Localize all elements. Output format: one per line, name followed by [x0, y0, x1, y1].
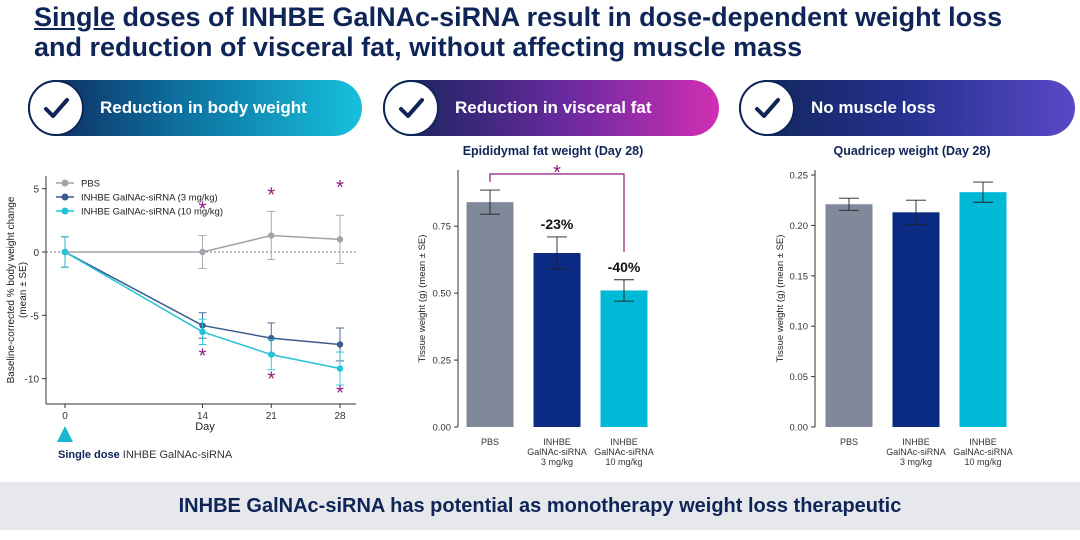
x-category-label: 3 mg/kg: [541, 457, 573, 467]
bar: [466, 202, 514, 427]
legend-entry: INHBE GalNAc-siRNA (3 mg/kg): [81, 193, 218, 204]
y-tick-label: 0.00: [790, 423, 809, 434]
slide-title: Single doses of INHBE GalNAc-siRNA resul…: [34, 2, 1074, 62]
y-tick-label: 0: [33, 248, 39, 259]
legend-entry: INHBE GalNAc-siRNA (10 mg/kg): [81, 207, 223, 218]
data-point: [268, 351, 275, 358]
bar: [825, 204, 873, 427]
significance-bracket: [489, 173, 625, 252]
check-circle-icon: [739, 80, 795, 136]
y-tick-label: 5: [33, 185, 39, 196]
significance-star: *: [336, 177, 344, 199]
legend-entry: PBS: [81, 179, 100, 190]
banner-visceral-fat: Reduction in visceral fat: [383, 80, 719, 136]
x-category-label: GalNAc-siRNA: [594, 447, 654, 457]
x-category-label: INHBE: [543, 437, 571, 447]
series-line: [64, 251, 341, 370]
x-category-label: GalNAc-siRNA: [527, 447, 587, 457]
title-line2: and reduction of visceral fat, without a…: [34, 32, 803, 62]
bar: [600, 290, 648, 427]
epididymal-fat-bar-chart: Epididymal fat weight (Day 28) Tissue wei…: [417, 144, 654, 467]
title-underlined-word: Single: [34, 2, 116, 32]
y-tick-label: 0.50: [433, 289, 452, 300]
significance-star: *: [199, 199, 207, 221]
legend-marker: [61, 207, 69, 215]
check-circle-icon: [383, 80, 439, 136]
banner-muscle: No muscle loss: [739, 80, 1075, 136]
chart-title: Epididymal fat weight (Day 28): [463, 144, 644, 158]
banner-body-weight: Reduction in body weight: [28, 80, 362, 136]
significance-star: *: [336, 382, 344, 404]
dose-triangle-icon: [57, 426, 73, 442]
banner-label: Reduction in visceral fat: [455, 98, 652, 117]
y-axis-label: Baseline-corrected % body weight change: [6, 196, 17, 383]
y-tick-label: 0.15: [790, 271, 809, 282]
x-category-label: PBS: [840, 437, 858, 447]
check-circle-icon: [28, 80, 84, 136]
x-category-label: 10 mg/kg: [964, 457, 1001, 467]
single-dose-bold: Single dose: [58, 449, 120, 461]
significance-star: *: [267, 368, 275, 390]
x-category-label: PBS: [481, 437, 499, 447]
data-point: [268, 232, 275, 239]
x-category-label: GalNAc-siRNA: [953, 447, 1013, 457]
y-tick-label: 0.20: [790, 221, 809, 232]
series-line: [65, 234, 341, 253]
significance-star: *: [267, 185, 275, 207]
percent-change-label: -23%: [541, 216, 574, 232]
y-tick-label: -5: [30, 311, 39, 322]
banner-label: No muscle loss: [811, 98, 936, 117]
y-tick-label: 0.25: [433, 356, 452, 367]
y-tick-label: 0.75: [433, 222, 452, 233]
single-dose-note: Single dose INHBE GalNAc-siRNA: [58, 449, 232, 461]
bar: [959, 192, 1007, 427]
y-axis-label: Tissue weight (g) (mean ± SE): [775, 235, 786, 363]
series-line: [64, 251, 341, 346]
quadricep-bar-chart: Quadricep weight (Day 28) Tissue weight (…: [775, 144, 1013, 467]
x-category-label: GalNAc-siRNA: [886, 447, 946, 457]
data-point: [336, 236, 344, 243]
y-tick-label: 0.00: [433, 423, 452, 434]
y-tick-label: 0.05: [790, 372, 809, 383]
data-point: [61, 248, 69, 256]
data-point: [336, 365, 344, 372]
y-tick-label: -10: [25, 375, 40, 386]
x-category-label: 10 mg/kg: [605, 457, 642, 467]
bar: [533, 252, 581, 427]
title-line1-rest: doses of INHBE GalNAc-siRNA result in do…: [115, 2, 1003, 32]
significance-star: *: [553, 162, 561, 184]
x-category-label: INHBE: [969, 437, 997, 447]
body-weight-line-chart: 5 0 -5 -10 0 14 21 28 Day Baseline-corrected % bo…: [6, 176, 356, 433]
x-category-label: 3 mg/kg: [900, 457, 932, 467]
x-tick-label: 28: [334, 411, 346, 422]
single-dose-rest: INHBE GalNAc-siRNA: [119, 449, 233, 461]
x-tick-label: 0: [62, 411, 68, 422]
x-category-label: INHBE: [610, 437, 638, 447]
x-axis-label: Day: [195, 421, 215, 433]
banner-label: Reduction in body weight: [100, 98, 307, 117]
y-axis-label: Tissue weight (g) (mean ± SE): [417, 235, 428, 363]
chart-title: Quadricep weight (Day 28): [834, 144, 991, 158]
significance-star: *: [199, 346, 207, 368]
x-tick-label: 21: [266, 411, 278, 422]
data-point: [336, 341, 344, 348]
y-tick-label: 0.25: [790, 171, 809, 182]
legend-marker: [61, 179, 69, 187]
x-tick-label: 14: [197, 411, 209, 422]
data-point: [199, 248, 206, 256]
percent-change-label: -40%: [608, 259, 641, 275]
legend-marker: [61, 193, 69, 201]
x-category-label: INHBE: [902, 437, 930, 447]
y-tick-label: 0.10: [790, 322, 809, 333]
data-point: [199, 328, 206, 335]
bar: [892, 212, 940, 427]
y-axis-label-unit: (mean ± SE): [18, 262, 29, 318]
footer-conclusion: INHBE GalNAc-siRNA has potential as mono…: [0, 482, 1080, 530]
